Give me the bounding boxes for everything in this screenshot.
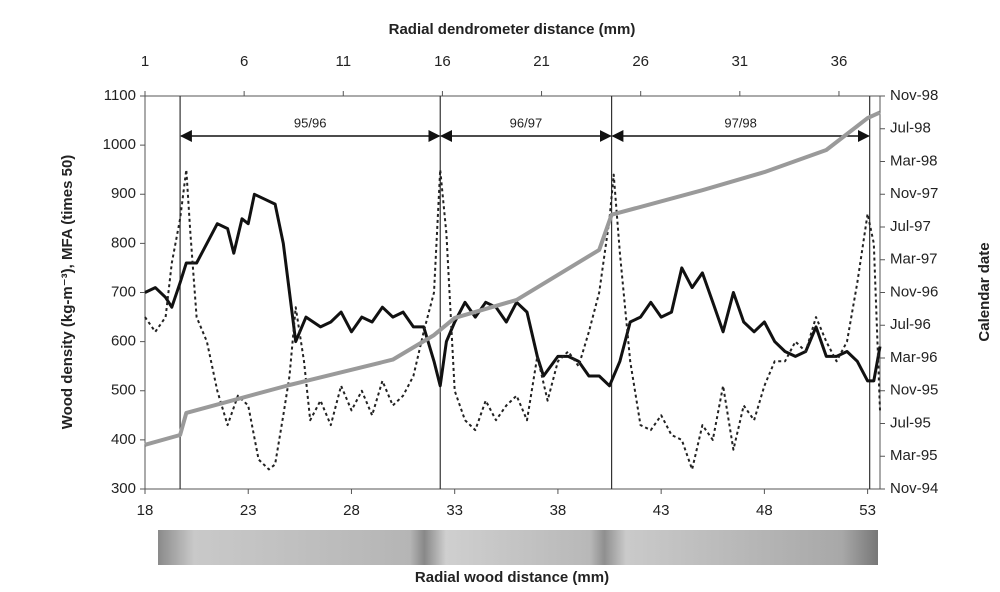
left-axis-title: Wood density (kg-m⁻³), MFA (times 50) (59, 155, 76, 430)
y2-tick-label: Nov-94 (890, 480, 938, 497)
y-tick-label: 1100 (104, 87, 136, 104)
y2-tick-label: Nov-95 (890, 382, 938, 399)
y-tick-label: 900 (111, 185, 136, 202)
x-tick-label: 28 (343, 502, 360, 519)
y2-tick-label: Jul-97 (890, 218, 931, 235)
series-line (144, 192, 882, 388)
x2-tick-label: 36 (831, 53, 848, 70)
x-tick-label: 33 (446, 502, 463, 519)
wood-strip-image (158, 530, 878, 565)
series-line (144, 168, 881, 471)
x2-tick-label: 21 (533, 53, 550, 70)
y-tick-label: 400 (111, 431, 136, 448)
season-label: 97/98 (724, 115, 757, 130)
x-tick-label: 53 (859, 502, 876, 519)
x2-tick-label: 31 (731, 53, 748, 70)
y2-tick-label: Jul-95 (890, 414, 931, 431)
series-line (144, 110, 881, 447)
y2-tick-label: Mar-98 (890, 152, 938, 169)
x-tick-label: 18 (137, 502, 154, 519)
season-label: 95/96 (294, 115, 327, 130)
y-tick-label: 700 (111, 283, 136, 300)
x2-tick-label: 26 (632, 53, 649, 70)
y2-tick-label: Mar-96 (890, 349, 938, 366)
x-tick-label: 23 (240, 502, 257, 519)
y-tick-label: 1000 (103, 136, 136, 153)
x-tick-label: 43 (653, 502, 670, 519)
y-tick-label: 800 (111, 234, 136, 251)
x2-tick-label: 6 (240, 53, 248, 70)
y2-tick-label: Nov-97 (890, 185, 938, 202)
top-axis-title: Radial dendrometer distance (mm) (389, 21, 636, 38)
y2-tick-label: Nov-98 (890, 87, 938, 104)
season-label: 96/97 (510, 115, 543, 130)
x2-tick-label: 11 (335, 53, 351, 70)
plot-frame (144, 95, 881, 490)
bottom-axis-title: Radial wood distance (mm) (415, 569, 609, 586)
y2-tick-label: Nov-96 (890, 283, 938, 300)
right-axis-title: Calendar date (976, 242, 993, 341)
x2-tick-label: 1 (141, 53, 149, 70)
x-tick-label: 48 (756, 502, 773, 519)
y2-tick-label: Mar-97 (890, 251, 938, 268)
x2-tick-label: 16 (434, 53, 451, 70)
y-tick-label: 300 (111, 480, 136, 497)
y-tick-label: 500 (111, 382, 136, 399)
y2-tick-label: Mar-95 (890, 447, 938, 464)
y2-tick-label: Jul-98 (890, 120, 931, 137)
y-tick-label: 600 (111, 333, 136, 350)
x-tick-label: 38 (550, 502, 567, 519)
y2-tick-label: Jul-96 (890, 316, 931, 333)
